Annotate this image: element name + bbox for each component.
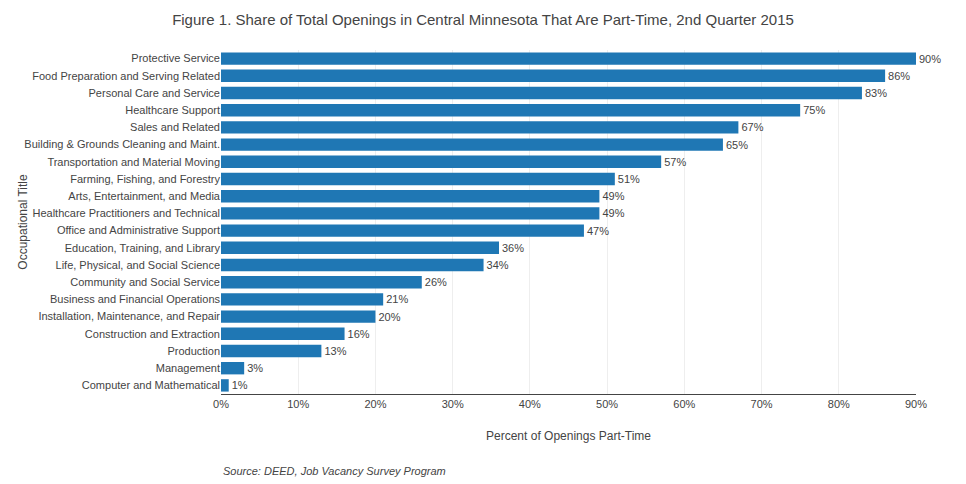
svg-text:47%: 47% <box>587 225 609 237</box>
svg-text:30%: 30% <box>442 398 464 410</box>
svg-text:3%: 3% <box>247 362 263 374</box>
svg-text:Business and Financial Operati: Business and Financial Operations <box>50 293 220 305</box>
svg-text:Occupational Title: Occupational Title <box>16 174 30 270</box>
svg-text:Office and Administrative Supp: Office and Administrative Support <box>57 224 220 236</box>
svg-text:1%: 1% <box>232 379 248 391</box>
svg-text:Personal Care and Service: Personal Care and Service <box>89 87 220 99</box>
svg-text:34%: 34% <box>487 259 509 271</box>
svg-text:Life, Physical, and Social Sci: Life, Physical, and Social Science <box>56 259 220 271</box>
svg-text:Community and Social Service: Community and Social Service <box>70 276 220 288</box>
svg-text:Installation, Maintenance, and: Installation, Maintenance, and Repair <box>38 310 220 322</box>
svg-text:Transportation and Material Mo: Transportation and Material Moving <box>47 156 220 168</box>
svg-text:86%: 86% <box>888 70 910 82</box>
svg-text:Figure 1. Share of Total Openi: Figure 1. Share of Total Openings in Cen… <box>172 11 794 28</box>
svg-text:Healthcare Support: Healthcare Support <box>125 104 220 116</box>
svg-text:10%: 10% <box>287 398 309 410</box>
svg-text:20%: 20% <box>378 311 400 323</box>
svg-text:Food Preparation and Serving R: Food Preparation and Serving Related <box>32 70 220 82</box>
svg-text:65%: 65% <box>726 139 748 151</box>
svg-text:Healthcare Practitioners and T: Healthcare Practitioners and Technical <box>32 207 220 219</box>
svg-text:60%: 60% <box>673 398 695 410</box>
svg-text:Computer and Mathematical: Computer and Mathematical <box>82 379 220 391</box>
svg-text:90%: 90% <box>905 398 927 410</box>
svg-text:50%: 50% <box>596 398 618 410</box>
svg-text:70%: 70% <box>751 398 773 410</box>
svg-text:13%: 13% <box>324 345 346 357</box>
svg-text:0%: 0% <box>213 398 229 410</box>
svg-text:16%: 16% <box>348 328 370 340</box>
svg-text:Farming, Fishing, and Forestry: Farming, Fishing, and Forestry <box>70 173 220 185</box>
svg-text:Education, Training, and Libra: Education, Training, and Library <box>65 242 221 254</box>
svg-text:75%: 75% <box>803 104 825 116</box>
svg-text:67%: 67% <box>741 121 763 133</box>
svg-text:Building & Grounds Cleaning an: Building & Grounds Cleaning and Maint. <box>24 138 220 150</box>
svg-text:26%: 26% <box>425 276 447 288</box>
svg-text:40%: 40% <box>519 398 541 410</box>
svg-text:57%: 57% <box>664 156 686 168</box>
svg-text:83%: 83% <box>865 87 887 99</box>
svg-text:90%: 90% <box>919 53 941 65</box>
svg-text:Construction and Extraction: Construction and Extraction <box>85 328 220 340</box>
svg-text:49%: 49% <box>602 207 624 219</box>
svg-text:Arts, Entertainment, and Media: Arts, Entertainment, and Media <box>68 190 221 202</box>
svg-text:Production: Production <box>167 345 220 357</box>
svg-text:36%: 36% <box>502 242 524 254</box>
svg-text:Sales and Related: Sales and Related <box>130 121 220 133</box>
svg-text:Percent of Openings Part-Time: Percent of Openings Part-Time <box>486 429 651 443</box>
svg-text:49%: 49% <box>602 190 624 202</box>
svg-text:Protective Service: Protective Service <box>131 52 220 64</box>
svg-text:Source: DEED, Job Vacancy Surv: Source: DEED, Job Vacancy Survey Program <box>223 465 446 477</box>
svg-text:20%: 20% <box>364 398 386 410</box>
svg-text:51%: 51% <box>618 173 640 185</box>
svg-text:80%: 80% <box>828 398 850 410</box>
svg-text:Management: Management <box>156 362 220 374</box>
svg-text:21%: 21% <box>386 293 408 305</box>
